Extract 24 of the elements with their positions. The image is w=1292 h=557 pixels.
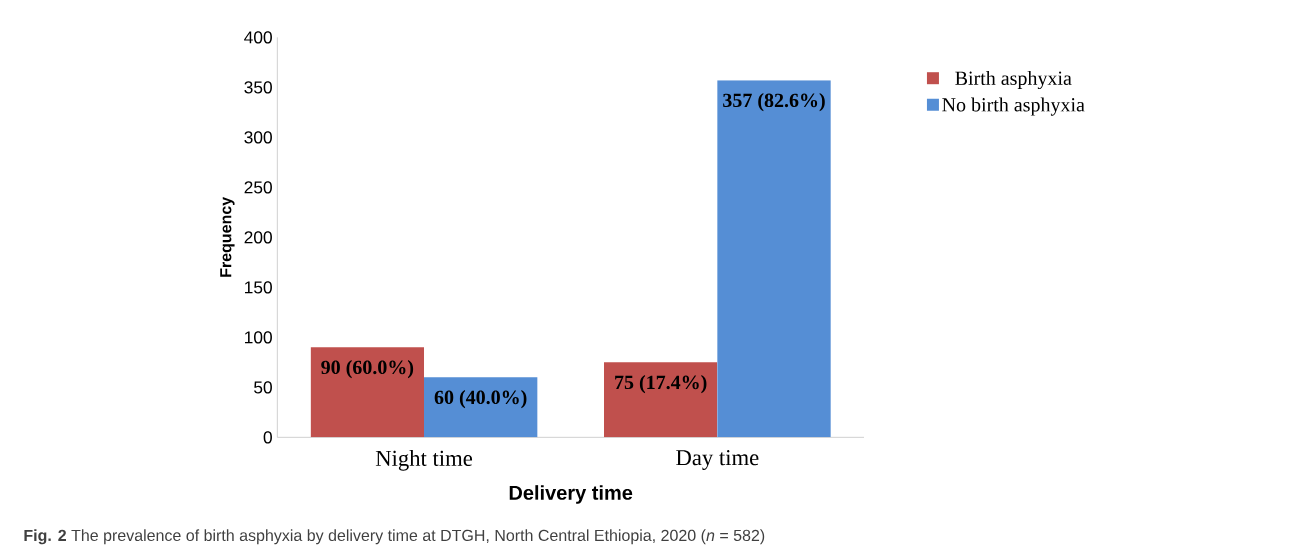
y-tick-label: 350 bbox=[244, 81, 272, 94]
y-tick-label: 0 bbox=[263, 431, 272, 444]
text: Fig. 2 The prevalence of birth asphyxia by delivery time at DTGH, North Central Ethiopia, 2020 (n = 582) bbox=[24, 529, 765, 545]
x-axis-title: Delivery time bbox=[509, 485, 633, 504]
y-tick-label: 250 bbox=[244, 181, 272, 194]
y-tick-label: 200 bbox=[244, 231, 272, 244]
data-label: 90 (60.0%) bbox=[321, 360, 414, 379]
y-axis-title: Frequency bbox=[220, 196, 235, 277]
data-label: 75 (17.4%) bbox=[615, 375, 707, 394]
y-tick-label: 50 bbox=[254, 381, 272, 394]
y-tick-label: 400 bbox=[244, 31, 272, 44]
data-label: 60 (40.0%) bbox=[434, 390, 527, 409]
y-tick-label: 150 bbox=[245, 281, 272, 294]
y-tick-label: 100 bbox=[245, 331, 272, 344]
bar bbox=[424, 377, 538, 438]
legend-label: Birth asphyxia bbox=[955, 70, 1072, 90]
bar bbox=[717, 80, 831, 438]
y-tick-label: 300 bbox=[244, 131, 272, 144]
data-label: 357 (82.6%) bbox=[723, 93, 825, 112]
bar bbox=[310, 347, 425, 438]
x-tick-label: Night time bbox=[375, 450, 473, 471]
x-tick-label: Day time bbox=[676, 450, 759, 470]
legend-label: No birth asphyxia bbox=[942, 97, 1085, 116]
bar bbox=[604, 362, 718, 438]
